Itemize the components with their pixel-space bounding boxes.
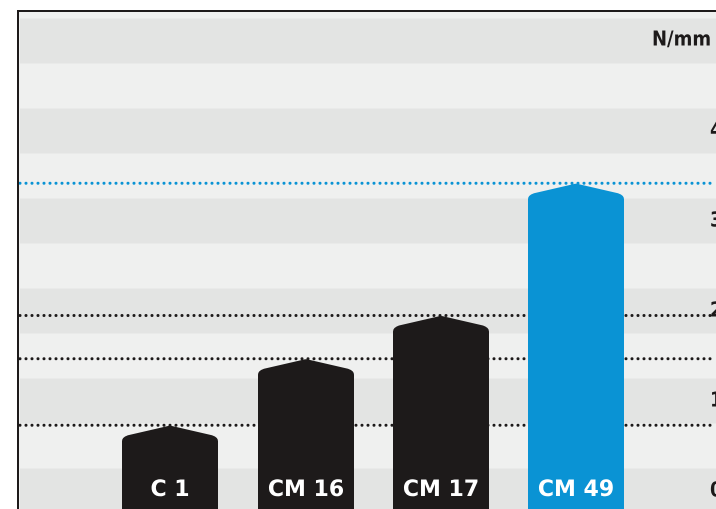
y-tick-label: 4 xyxy=(710,118,716,142)
y-tick-label: 3 xyxy=(710,208,716,232)
bar xyxy=(258,359,354,509)
bar-label: CM 49 xyxy=(538,477,614,502)
frame xyxy=(17,10,716,509)
grid-band xyxy=(20,18,716,64)
bar-label: C 1 xyxy=(150,477,189,502)
bar xyxy=(393,316,489,509)
y-axis-label: N/mm xyxy=(652,27,711,51)
grid-band xyxy=(20,108,716,154)
y-tick-label: 2 xyxy=(710,298,716,322)
bar xyxy=(528,183,624,509)
bar-label: CM 17 xyxy=(403,477,479,502)
bar-label: CM 16 xyxy=(268,477,344,502)
bar xyxy=(122,425,218,509)
y-tick-label: 0 xyxy=(710,478,716,502)
y-tick-label: 1 xyxy=(710,388,716,412)
